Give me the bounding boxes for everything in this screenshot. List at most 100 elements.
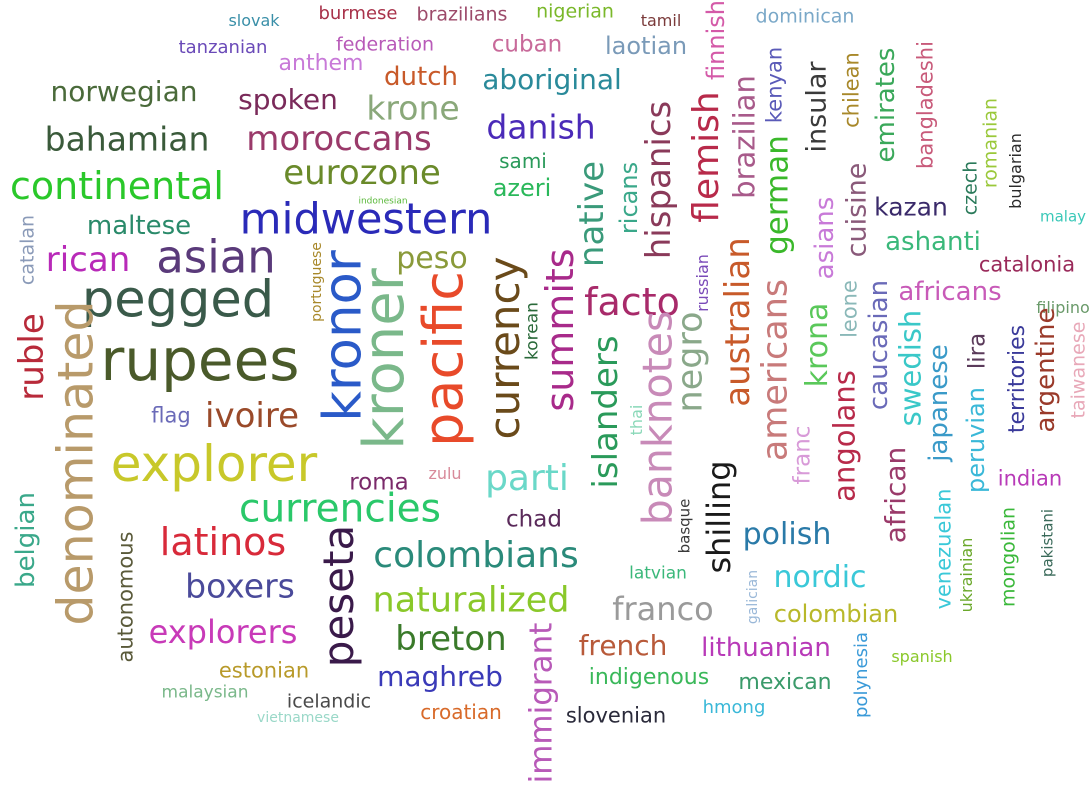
word-americans: americans [755, 278, 796, 462]
word-rupees: rupees [100, 326, 300, 394]
word-german: german [759, 135, 796, 255]
word-argentine: argentine [1031, 307, 1061, 433]
word-latvian: latvian [629, 563, 687, 584]
word-shilling: shilling [700, 460, 738, 574]
word-maltese: maltese [86, 211, 192, 241]
word-continental: continental [10, 164, 224, 208]
word-kenyan: kenyan [762, 46, 787, 124]
word-franc: franc [789, 425, 816, 485]
word-polynesia: polynesia [851, 632, 872, 718]
word-franco: franco [612, 590, 714, 628]
word-vietnamese: vietnamese [257, 710, 339, 726]
word-russian: russian [693, 254, 712, 312]
word-immigrant: immigrant [523, 622, 560, 784]
word-explorers: explorers [148, 613, 298, 651]
word-flag: flag [151, 403, 191, 428]
word-hmong: hmong [702, 697, 766, 718]
word-anthem: anthem [278, 51, 364, 76]
word-ivoire: ivoire [205, 396, 299, 436]
word-negro: negro [670, 311, 711, 413]
word-eurozone: eurozone [283, 153, 441, 193]
word-sami: sami [499, 149, 547, 173]
word-galician: galician [745, 569, 761, 625]
word-catalonia: catalonia [978, 252, 1076, 277]
word-brazilian: brazilian [727, 75, 762, 199]
word-ruble: ruble [12, 313, 52, 401]
word-boxers: boxers [185, 566, 295, 606]
word-ukrainian: ukrainian [957, 537, 976, 613]
word-zulu: zulu [428, 464, 462, 483]
word-slovak: slovak [228, 11, 280, 30]
word-cuisine: cuisine [841, 162, 873, 258]
word-basque: basque [675, 498, 694, 554]
word-icelandic: icelandic [286, 690, 372, 713]
word-romanian: romanian [979, 97, 1002, 189]
word-colombian: colombian [773, 600, 899, 628]
word-cuban: cuban [491, 31, 563, 58]
word-spanish: spanish [891, 647, 953, 666]
word-naturalized: naturalized [372, 580, 570, 621]
word-africans: africans [898, 277, 1002, 307]
word-slovenian: slovenian [565, 703, 667, 728]
word-currency: currency [480, 256, 529, 440]
word-peso: peso [396, 241, 468, 276]
word-aboriginal: aboriginal [482, 63, 622, 96]
word-croatian: croatian [420, 700, 502, 724]
word-finnish: finnish [702, 0, 730, 80]
word-asians: asians [810, 196, 840, 280]
word-lira: lira [964, 332, 991, 370]
word-asian: asian [156, 230, 276, 284]
word-federation: federation [336, 33, 434, 56]
word-autonomous: autonomous [113, 531, 138, 663]
word-chad: chad [506, 506, 562, 533]
word-insular: insular [801, 61, 833, 153]
word-latinos: latinos [159, 520, 287, 564]
word-tamil: tamil [640, 11, 682, 30]
word-burmese: burmese [318, 3, 398, 24]
word-norwegian: norwegian [50, 75, 198, 108]
word-laotian: laotian [604, 32, 688, 60]
word-roma: roma [349, 469, 409, 496]
word-leone: leone [837, 280, 862, 338]
word-bangladeshi: bangladeshi [913, 41, 938, 169]
word-facto: facto [584, 280, 680, 324]
word-ashanti: ashanti [885, 227, 981, 257]
word-mexican: mexican [738, 670, 832, 695]
word-thai: thai [627, 404, 646, 436]
word-belgian: belgian [11, 492, 41, 588]
word-tanzanian: tanzanian [178, 37, 268, 58]
word-polish: polish [742, 517, 832, 552]
word-chilean: chilean [839, 52, 864, 128]
word-czech: czech [959, 160, 982, 216]
word-indian: indian [997, 466, 1063, 491]
word-parti: parti [485, 458, 569, 499]
word-african: african [879, 446, 912, 544]
word-brazilians: brazilians [416, 3, 508, 26]
word-explorer: explorer [110, 435, 318, 493]
word-emirates: emirates [871, 47, 901, 163]
word-danish: danish [486, 107, 596, 147]
word-catalan: catalan [16, 214, 39, 286]
word-kazan: kazan [874, 192, 948, 222]
word-indonesian: indonesian [358, 196, 408, 207]
word-dominican: dominican [755, 5, 855, 28]
word-nordic: nordic [773, 560, 867, 595]
word-territories: territories [1005, 324, 1030, 434]
word-azeri: azeri [492, 174, 552, 202]
word-currencies: currencies [239, 486, 441, 532]
word-denominated: denominated [47, 300, 105, 626]
word-korean: korean [522, 302, 543, 360]
word-pacific: pacific [412, 271, 475, 447]
word-hispanics: hispanics [639, 100, 679, 260]
word-flemish: flemish [686, 91, 727, 223]
word-angolans: angolans [827, 370, 862, 502]
word-indigenous: indigenous [588, 665, 710, 690]
word-filipino: filipino [1036, 298, 1090, 317]
word-nigerian: nigerian [536, 0, 614, 23]
word-breton: breton [395, 619, 507, 659]
word-rican: rican [45, 240, 131, 280]
word-bulgarian: bulgarian [1006, 133, 1025, 209]
word-ricans: ricans [615, 161, 643, 235]
word-swedish: swedish [893, 309, 928, 427]
word-kroner: kroner [352, 268, 417, 450]
